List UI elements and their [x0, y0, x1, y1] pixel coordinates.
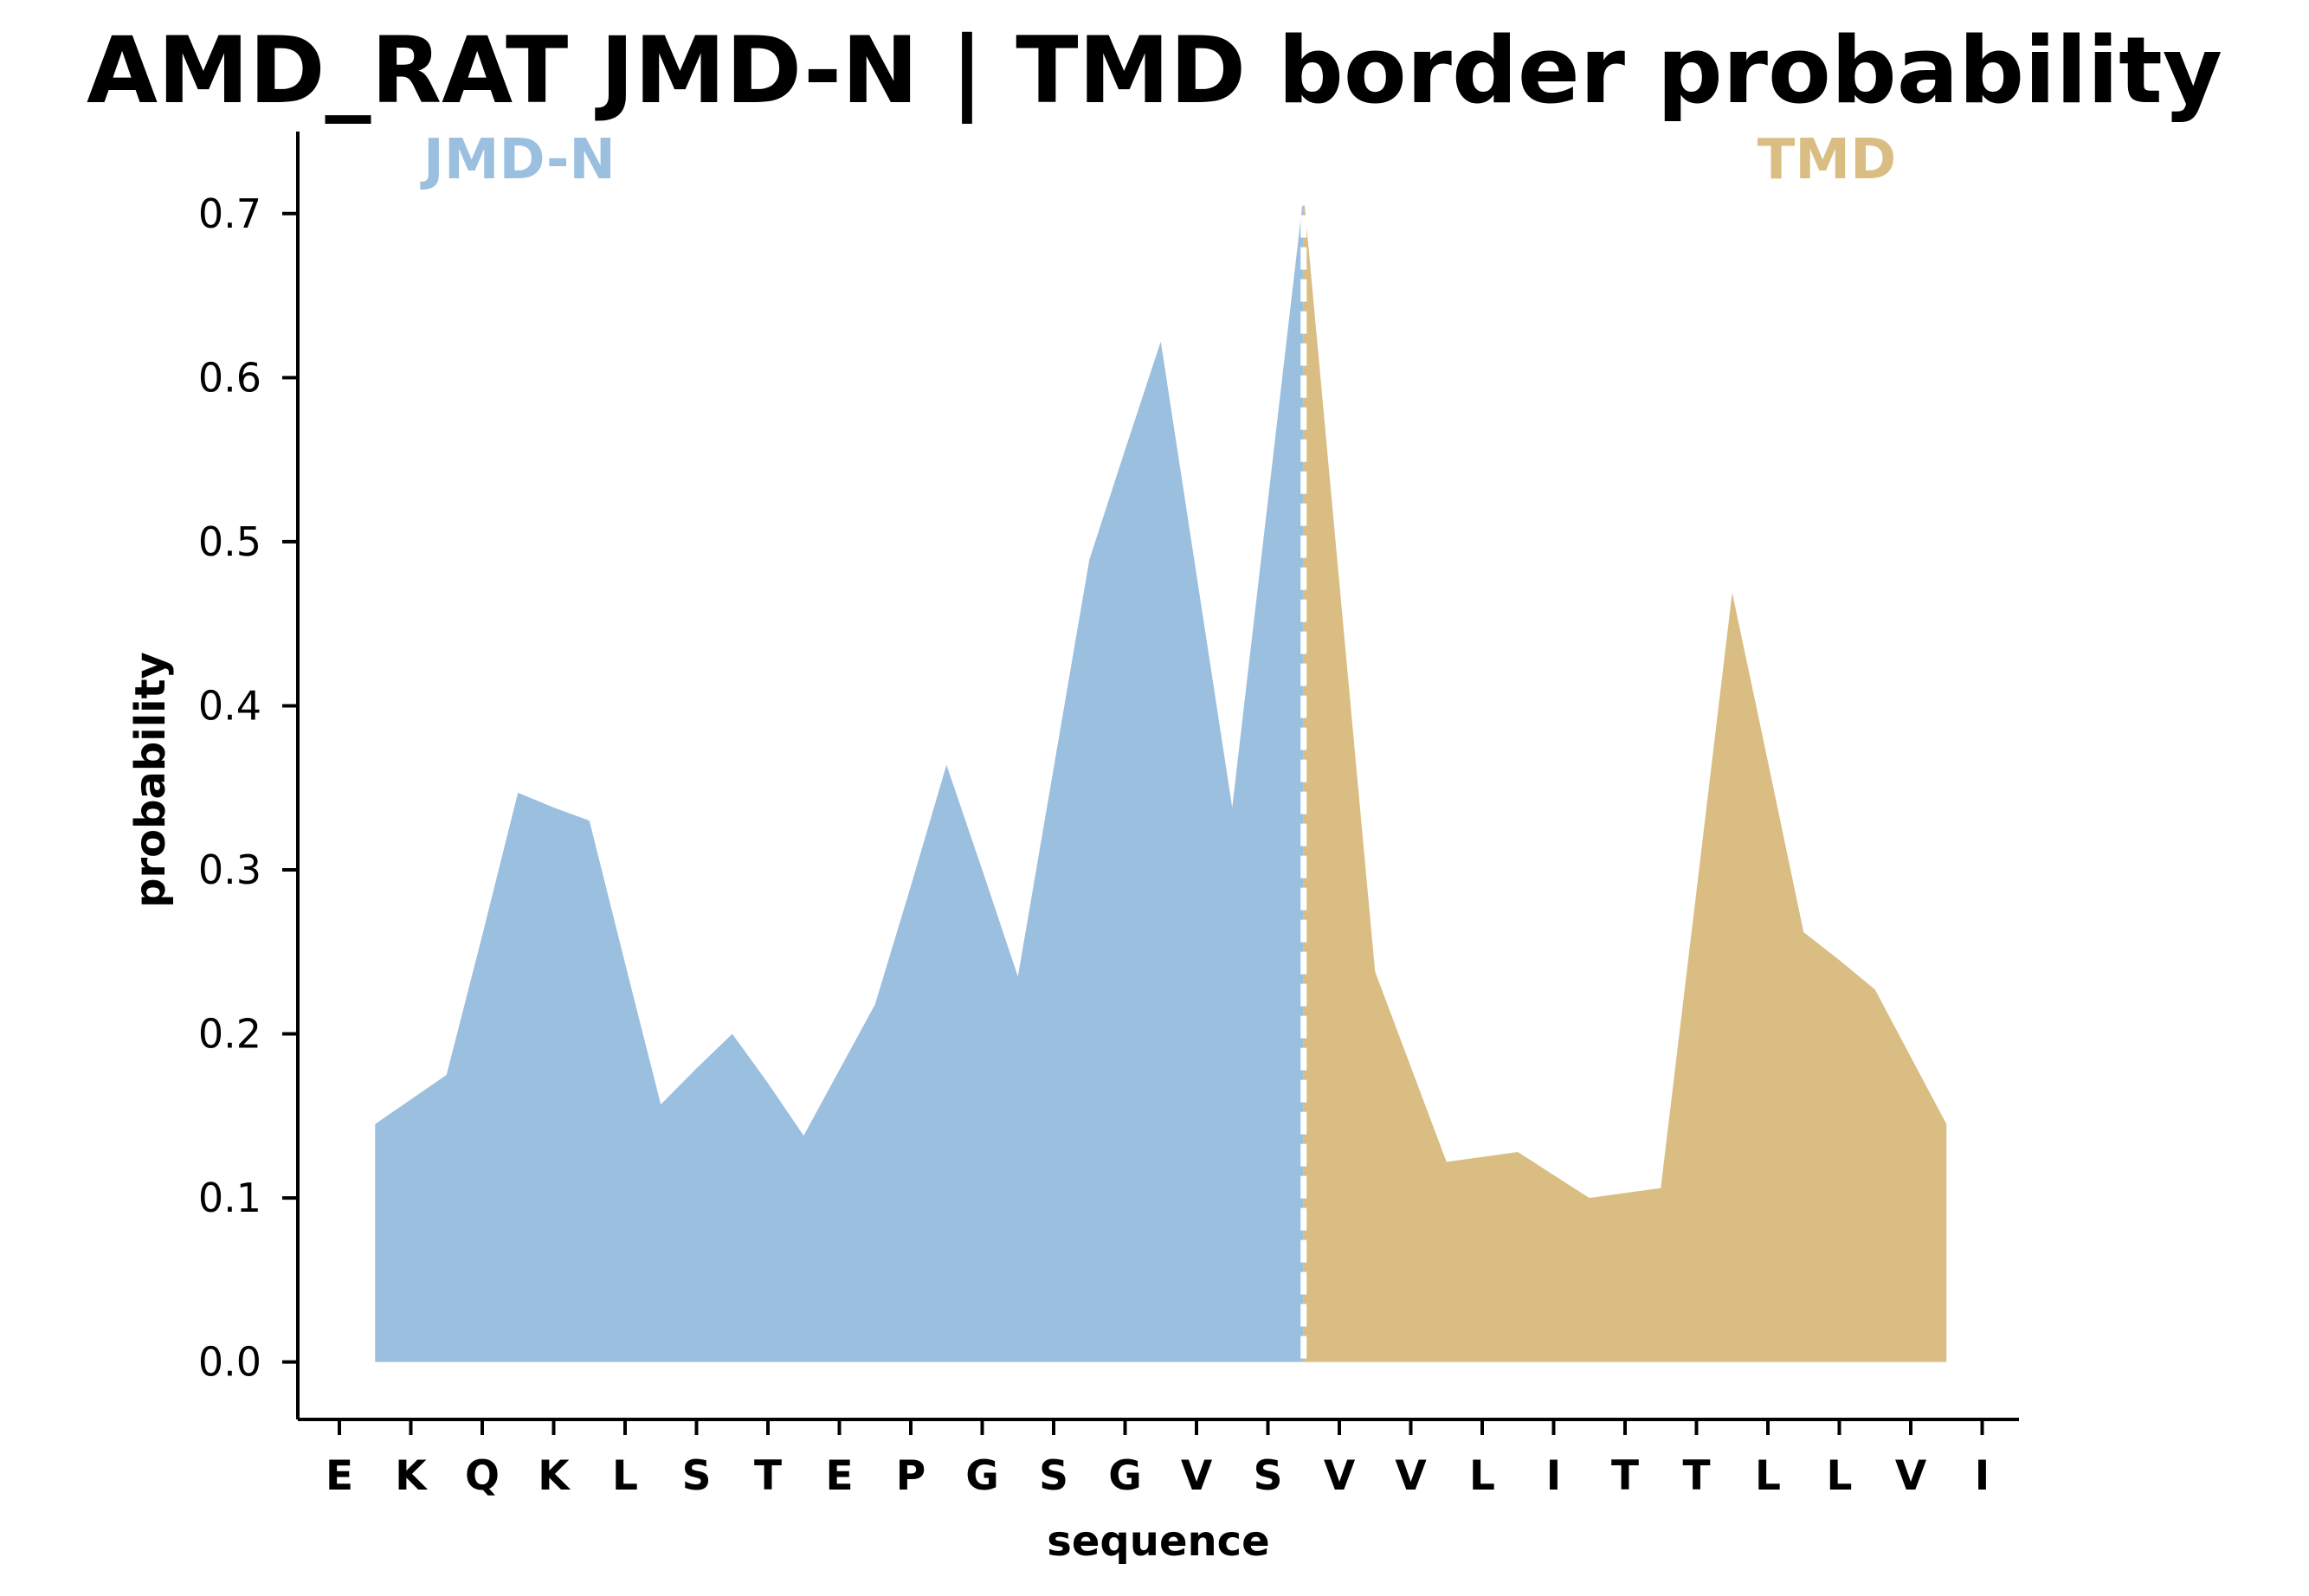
- area-layer: [375, 194, 1947, 1362]
- x-tick-label: L: [612, 1452, 638, 1500]
- x-axis-title: sequence: [1047, 1517, 1269, 1566]
- x-tick-label: L: [1827, 1452, 1853, 1500]
- area-tmd: [1303, 194, 1947, 1362]
- x-tick-label: L: [1469, 1452, 1495, 1500]
- label-layer: sequence probability JMD-N TMD: [126, 128, 1896, 1566]
- y-axis-title: probability: [126, 652, 175, 908]
- x-tick-label: T: [1611, 1452, 1639, 1500]
- x-tick-label: V: [1395, 1452, 1427, 1500]
- y-tick-label: 0.3: [198, 846, 261, 893]
- x-tick-label: V: [1181, 1452, 1213, 1500]
- x-tick-label: T: [754, 1452, 782, 1500]
- region-label-tmd: TMD: [1758, 128, 1896, 192]
- x-tick-label: E: [326, 1452, 353, 1500]
- x-tick-label: K: [395, 1452, 428, 1500]
- y-tick-label: 0.6: [198, 354, 261, 401]
- x-tick-label: V: [1324, 1452, 1356, 1500]
- x-tick-label: S: [682, 1452, 712, 1500]
- y-tick-label: 0.4: [198, 682, 261, 729]
- y-tick-label: 0.5: [198, 518, 261, 565]
- chart-title: AMD_RAT JMD-N | TMD border probability: [87, 17, 2222, 124]
- x-tick-label: E: [825, 1452, 853, 1500]
- y-tick-label: 0.0: [198, 1339, 261, 1386]
- x-tick-label: I: [1975, 1452, 1990, 1500]
- y-tick-label: 0.2: [198, 1011, 261, 1058]
- y-tick-label: 0.7: [198, 190, 261, 237]
- x-tick-label: T: [1682, 1452, 1710, 1500]
- x-tick-label: G: [1108, 1452, 1142, 1500]
- x-tick-label: L: [1755, 1452, 1781, 1500]
- x-tick-label: V: [1895, 1452, 1927, 1500]
- x-tick-label: Q: [465, 1452, 500, 1500]
- y-tick-label: 0.1: [198, 1174, 261, 1221]
- axis-layer: 0.00.10.20.30.40.50.60.7E K Q K L S T E P G S G V S V V…: [198, 132, 2019, 1500]
- x-tick-label: G: [965, 1452, 999, 1500]
- area-jmd-n: [375, 194, 1304, 1362]
- x-tick-label: K: [538, 1452, 571, 1500]
- x-tick-label: I: [1546, 1452, 1562, 1500]
- x-tick-label: P: [896, 1452, 926, 1500]
- region-label-jmd-n: JMD-N: [420, 128, 616, 192]
- x-tick-label: S: [1039, 1452, 1068, 1500]
- x-tick-label: S: [1254, 1452, 1283, 1500]
